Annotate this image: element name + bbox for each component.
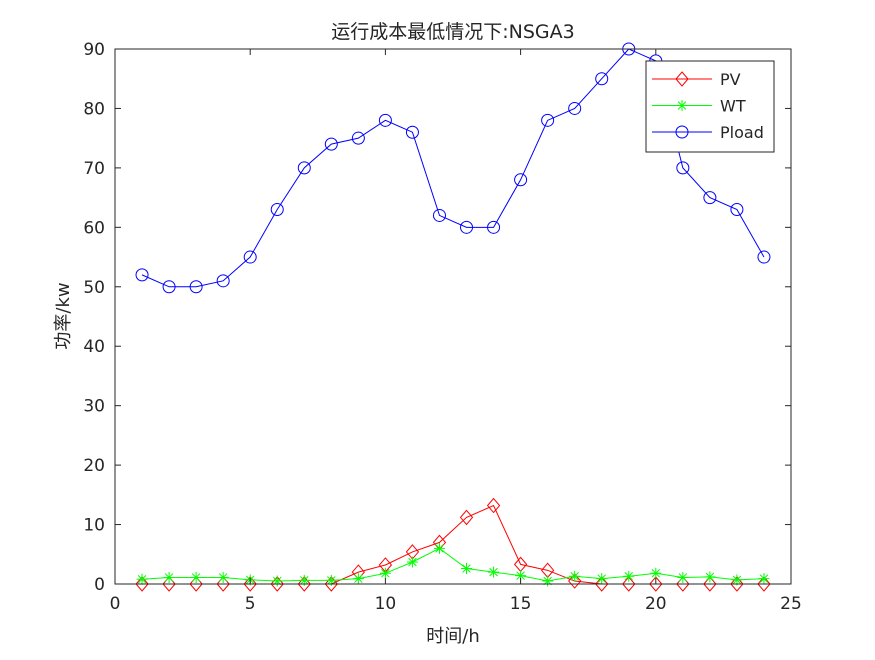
y-tick-label: 0 [94, 575, 105, 595]
data-point-wt [488, 566, 500, 578]
data-point-wt [352, 573, 364, 585]
data-point-pv [243, 576, 257, 592]
data-point-wt [731, 574, 743, 586]
data-point-pv [703, 576, 717, 592]
data-point-pload [568, 101, 582, 115]
data-point-pload [216, 274, 230, 288]
axes-box [114, 48, 792, 585]
legend-item-pv: PV [652, 70, 741, 89]
data-point-pload [324, 137, 338, 151]
legend-swatch-marker [675, 71, 689, 87]
data-point-wt [650, 567, 662, 579]
legend-item-pload: Pload [652, 123, 764, 142]
data-point-wt [569, 570, 581, 582]
data-point-pload [135, 268, 149, 282]
data-point-pload [487, 220, 501, 234]
data-point-pv [216, 576, 230, 592]
data-point-pload [595, 72, 609, 86]
data-point-pv [324, 576, 338, 592]
data-point-wt [217, 571, 229, 583]
data-point-pload [297, 161, 311, 175]
x-tick-label: 20 [645, 594, 667, 614]
data-point-wt [406, 556, 418, 568]
data-point-wt [271, 575, 283, 587]
data-point-pv [568, 573, 582, 589]
data-point-pv [459, 509, 474, 526]
y-tick-label: 30 [83, 397, 105, 417]
data-point-wt [163, 571, 175, 583]
y-tick-label: 20 [83, 456, 105, 476]
data-point-wt [596, 573, 608, 585]
data-point-wt [461, 563, 473, 575]
y-axis-title: 功率/kw [53, 282, 74, 349]
data-point-wt [190, 571, 202, 583]
data-point-pload [405, 125, 419, 139]
data-point-pv [649, 576, 663, 592]
data-point-pv [676, 576, 690, 592]
data-point-pload [162, 280, 176, 294]
data-point-pv [595, 576, 609, 592]
data-point-pload [432, 208, 446, 222]
data-point-pload [514, 173, 528, 187]
data-point-pv [297, 576, 311, 592]
x-tick-label: 10 [375, 594, 397, 614]
data-point-pload [243, 250, 257, 264]
legend-swatch-marker [676, 100, 688, 111]
data-point-pload [351, 131, 365, 145]
y-tick-label: 90 [83, 40, 105, 60]
data-point-wt [542, 575, 554, 587]
data-point-pload [270, 203, 284, 216]
data-point-pv [757, 576, 771, 592]
y-tick-label: 60 [83, 218, 105, 238]
legend-item-wt: WT [652, 97, 746, 116]
legend-label: Pload [720, 123, 764, 142]
y-tick-label: 40 [83, 337, 105, 357]
y-tick-label: 80 [83, 99, 105, 119]
data-point-wt [298, 574, 310, 586]
data-point-pload [378, 113, 392, 127]
data-point-pload [757, 250, 771, 264]
data-point-pv [189, 576, 203, 592]
data-point-wt [136, 573, 148, 585]
series-wt [136, 542, 770, 587]
x-tick-label: 0 [110, 594, 121, 614]
tick-layer: 0 5 10 15 20 25 0 10 20 30 40 50 60 70 80 90 [83, 40, 801, 614]
data-point-wt [704, 571, 716, 583]
data-point-pload [460, 220, 474, 234]
data-point-pv [730, 576, 744, 592]
data-point-wt [677, 571, 689, 583]
data-point-wt [758, 573, 770, 585]
data-point-wt [515, 570, 527, 582]
data-point-pload [541, 113, 555, 127]
x-tick-label: 5 [245, 594, 256, 614]
data-point-pload [730, 203, 744, 216]
legend-box [645, 60, 775, 153]
data-point-wt [433, 542, 445, 554]
data-point-pload [189, 280, 203, 294]
y-tick-label: 70 [83, 159, 105, 179]
data-point-pload [703, 191, 717, 205]
data-point-pv [486, 497, 501, 514]
chart-title: 运行成本最低情况下:NSGA3 [331, 21, 575, 43]
y-tick-label: 10 [83, 516, 105, 536]
legend-label: WT [720, 97, 746, 116]
data-point-pv [622, 576, 636, 592]
data-point-pv [162, 576, 176, 592]
y-tick-label: 50 [83, 278, 105, 298]
data-point-pload [676, 161, 690, 175]
legend-label: PV [720, 70, 741, 89]
legend: PV WT Pload [645, 60, 775, 153]
data-point-wt [379, 567, 391, 579]
data-point-wt [623, 570, 635, 582]
x-tick-label: 15 [510, 594, 532, 614]
data-point-pv [270, 576, 284, 592]
legend-swatch-marker [675, 125, 689, 139]
data-point-pv [135, 576, 149, 592]
x-tick-label: 25 [780, 594, 802, 614]
x-axis-title: 时间/h [426, 626, 479, 647]
data-point-wt [325, 574, 337, 586]
